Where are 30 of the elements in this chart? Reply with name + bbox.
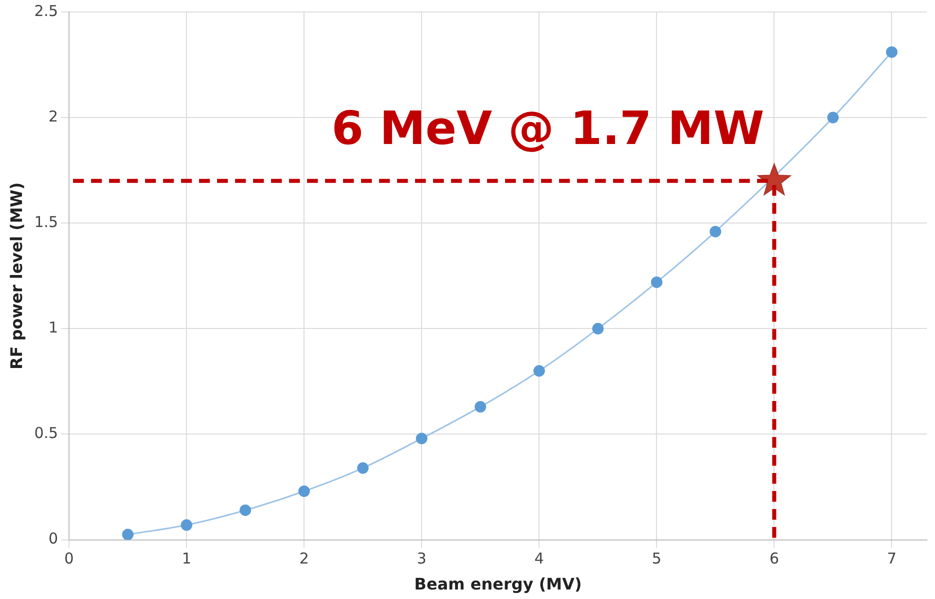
y-tick-label: 2.5: [34, 2, 58, 20]
y-tick-label: 0: [48, 530, 58, 548]
point: [122, 528, 134, 540]
point: [416, 432, 428, 444]
y-axis-title: RF power level (MW): [6, 182, 26, 370]
point: [533, 365, 545, 377]
point: [180, 519, 192, 531]
y-tick-label: 2: [48, 107, 58, 126]
x-tick-label: 6: [769, 550, 779, 568]
x-tick-label: 1: [182, 550, 192, 568]
point: [240, 504, 252, 516]
point: [298, 485, 310, 497]
y-tick-label: 0.5: [34, 424, 58, 442]
point: [827, 112, 839, 124]
x-tick-label: 5: [652, 550, 662, 568]
x-tick-label: 0: [64, 550, 74, 568]
point: [474, 401, 486, 413]
point: [357, 462, 369, 474]
y-tick-label: 1.5: [34, 213, 58, 232]
y-tick-label: 1: [48, 318, 58, 337]
x-tick-label: 2: [299, 550, 309, 568]
point: [592, 322, 604, 334]
x-tick-label: 3: [416, 550, 426, 568]
x-tick-label: 4: [534, 550, 544, 568]
annotation: 6 MeV @ 1.7 MW: [332, 100, 764, 155]
point: [886, 46, 898, 58]
x-axis-title: Beam energy (MV): [414, 574, 582, 594]
point: [710, 226, 722, 238]
point: [650, 276, 662, 288]
x-tick-label: 7: [886, 550, 897, 568]
